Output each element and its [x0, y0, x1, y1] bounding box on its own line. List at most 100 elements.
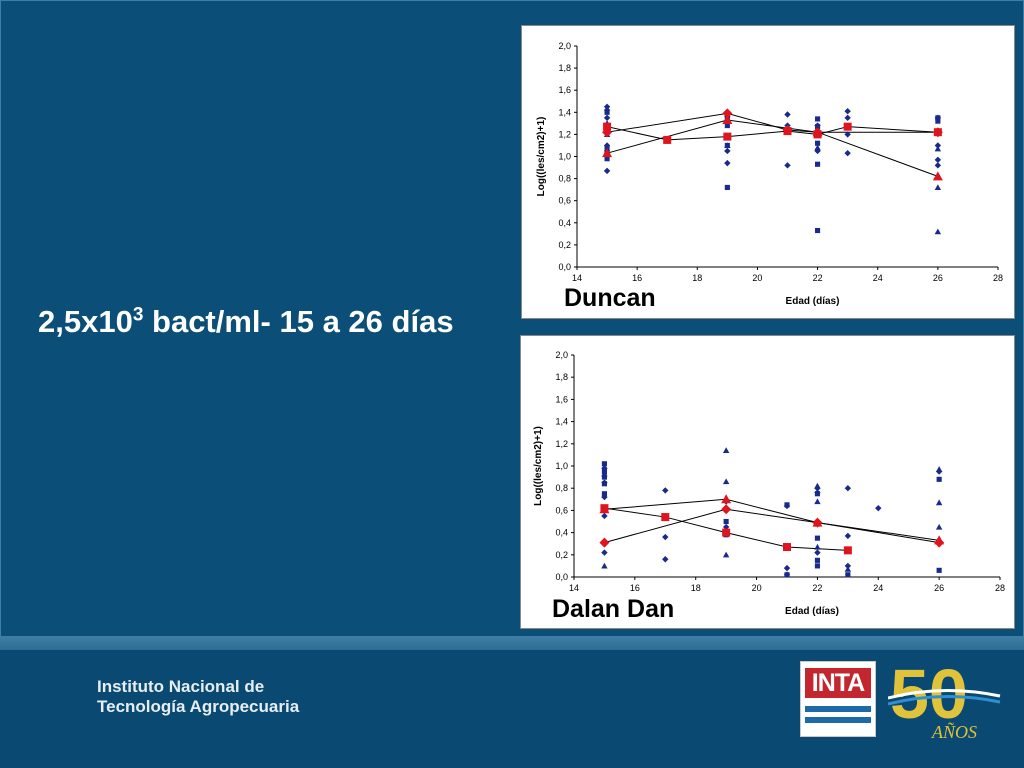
observation-diamond-point	[844, 485, 852, 492]
observation-triangle-point	[722, 478, 730, 485]
chart-dalan-dan: 0,0 0,2 0,4 0,6 0,8 1,0 1,2 1,4 1,6 1,8 2,0 14 16 18 2…	[520, 335, 1015, 629]
mean-triangle-point	[812, 127, 823, 137]
observation-triangle-point	[724, 142, 731, 149]
observation-triangle-point	[934, 228, 942, 235]
observation-diamond-point	[724, 147, 731, 155]
observation-triangle-point	[934, 184, 942, 190]
x-tick-label: 24	[873, 583, 883, 593]
observation-diamond-point	[875, 504, 882, 512]
inta-logo-text: INTA	[805, 668, 871, 698]
y-tick-label: 1,6	[555, 394, 568, 404]
mean-triangle-point	[602, 148, 613, 158]
x-tick-label: 26	[933, 273, 943, 283]
y-tick-label: 1,8	[558, 63, 571, 73]
observation-triangle-point	[935, 499, 943, 506]
observation-triangle-point	[601, 470, 608, 477]
x-tick-label: 20	[752, 583, 762, 593]
observation-diamond-point	[603, 114, 611, 122]
mean-square-point	[843, 546, 852, 555]
mean-diamond-point	[599, 537, 610, 548]
observation-triangle-point	[814, 482, 821, 489]
footer-stripe	[0, 636, 1024, 650]
observation-square-point	[601, 474, 607, 480]
y-tick-label: 0,6	[558, 196, 571, 206]
x-axis-label: Edad (días)	[785, 606, 839, 617]
headline-base: 2,5x10	[38, 304, 133, 339]
y-axis-label: Log((les/cm2)+1)	[536, 117, 547, 197]
observation-square-point	[814, 535, 820, 541]
mean-square-point	[723, 132, 732, 141]
mean-square-point	[663, 135, 672, 144]
observation-diamond-point	[844, 532, 852, 540]
headline-rest: bact/ml- 15 a 26 días	[143, 304, 454, 339]
x-tick-label: 18	[691, 583, 701, 593]
y-tick-label: 0,2	[558, 240, 571, 250]
y-tick-label: 0,2	[555, 550, 568, 560]
anniversary-word: AÑOS	[931, 722, 977, 742]
observation-square-point	[814, 491, 820, 497]
mean-square-point	[843, 122, 852, 131]
observation-triangle-point	[722, 447, 730, 454]
y-tick-label: 1,4	[558, 107, 571, 117]
inta-logo-stripe-1	[805, 706, 871, 712]
chart-duncan: 0,0 0,2 0,4 0,6 0,8 1,0 1,2 1,4 1,6 1,8 2,0 14 16 18 2…	[521, 25, 1015, 319]
observation-triangle-point	[814, 144, 821, 151]
mean-triangle-point	[599, 504, 610, 514]
y-axis-label: Log((les/cm2)+1)	[533, 426, 544, 506]
observation-square-point	[935, 115, 941, 121]
y-tick-label: 2,0	[555, 350, 568, 360]
observation-triangle-point	[601, 562, 608, 569]
y-tick-label: 1,0	[558, 152, 571, 162]
observation-triangle-point	[934, 145, 942, 152]
observation-diamond-point	[662, 487, 669, 494]
mean-triangle-point	[812, 517, 823, 527]
x-tick-label: 16	[632, 273, 642, 283]
y-tick-label: 2,0	[558, 41, 571, 51]
observation-square-point	[784, 502, 790, 508]
mean-triangle-point	[934, 535, 945, 545]
y-tick-label: 1,8	[555, 372, 568, 382]
chart-dalan-dan-svg: 0,0 0,2 0,4 0,6 0,8 1,0 1,2 1,4 1,6 1,8 2,0 14 16 18 2…	[533, 350, 1005, 617]
mean-square-point	[661, 513, 670, 522]
observation-square-point	[784, 572, 790, 578]
observation-square-point	[935, 118, 941, 124]
y-tick-label: 0,4	[555, 528, 568, 538]
mean-triangle-point	[722, 115, 733, 125]
mean-line-triangle	[604, 498, 940, 541]
mean-square-point	[933, 128, 942, 137]
y-tick-label: 0,8	[558, 174, 571, 184]
x-tick-label: 22	[812, 583, 822, 593]
observation-triangle-point	[935, 523, 943, 530]
observation-square-point	[604, 109, 610, 115]
mean-square-point	[603, 122, 612, 131]
y-tick-label: 0,8	[555, 483, 568, 493]
observation-diamond-point	[662, 556, 669, 563]
observation-square-point	[815, 227, 821, 234]
observation-triangle-point	[844, 566, 852, 572]
mean-diamond-point	[721, 504, 732, 515]
y-tick-label: 0,6	[555, 505, 568, 515]
observation-square-point	[814, 563, 820, 569]
chart-dalan-dan-title: Dalan Dan	[552, 595, 675, 623]
observation-triangle-point	[814, 498, 821, 505]
observation-square-point	[604, 156, 610, 162]
chart-duncan-svg: 0,0 0,2 0,4 0,6 0,8 1,0 1,2 1,4 1,6 1,8 2,0 14 16 18 2…	[536, 41, 1003, 307]
x-tick-label: 28	[993, 273, 1003, 283]
institution-name-line1: Instituto Nacional de	[97, 677, 265, 696]
observation-square-point	[815, 116, 821, 122]
mean-line-square	[606, 126, 938, 141]
observation-square-point	[601, 481, 607, 487]
inta-logo: INTA	[800, 661, 876, 737]
observation-diamond-point	[601, 512, 608, 520]
mean-triangle-point	[932, 171, 943, 181]
x-tick-label: 18	[692, 273, 702, 283]
mean-diamond-point	[722, 108, 733, 119]
anniversary-swoosh-blue	[887, 694, 1001, 706]
y-tick-label: 1,2	[555, 439, 568, 449]
x-tick-label: 16	[630, 583, 640, 593]
mean-line-diamond	[604, 508, 940, 544]
observation-diamond-point	[662, 533, 669, 541]
x-tick-label: 28	[995, 583, 1005, 593]
observation-square-point	[814, 557, 820, 563]
observation-diamond-point	[784, 111, 791, 118]
